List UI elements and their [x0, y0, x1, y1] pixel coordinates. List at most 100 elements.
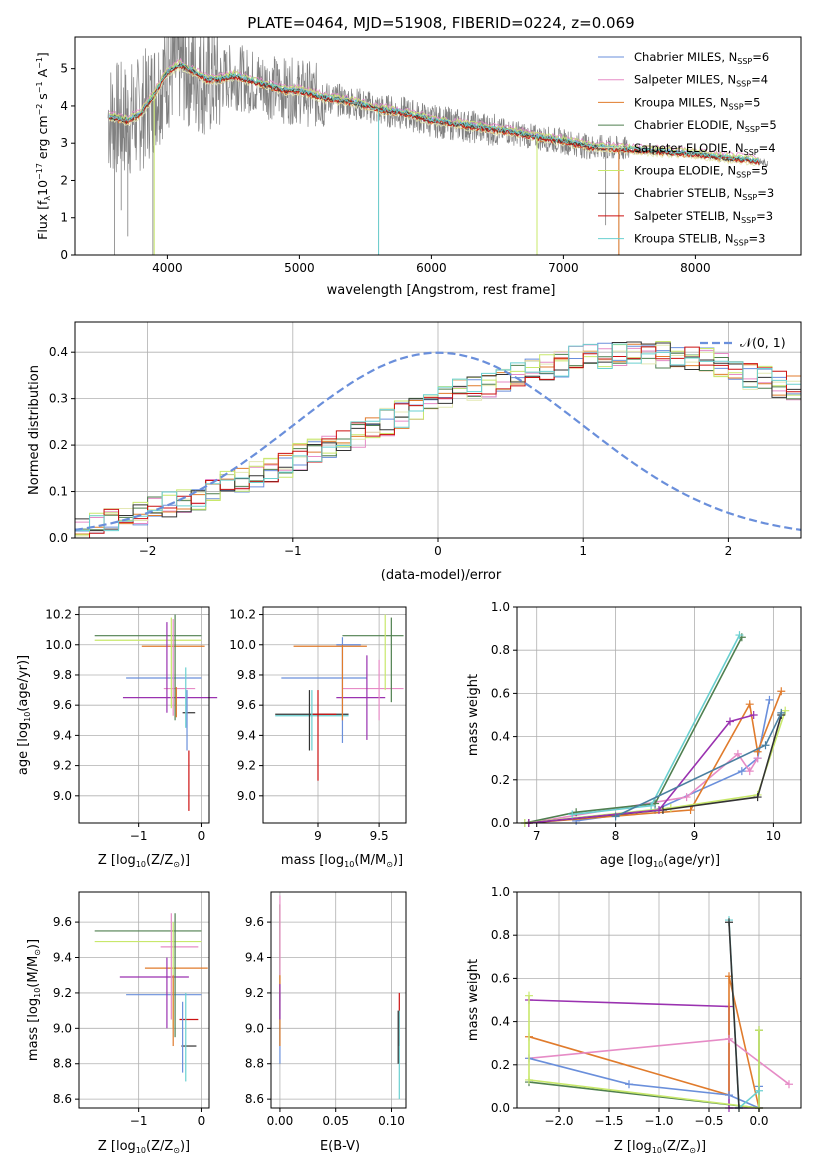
x-tick-label: 9 — [314, 829, 322, 843]
label-part: Z [log — [98, 853, 136, 868]
label-part: (Z/Z — [146, 853, 173, 868]
x-tick-label: 0.0 — [749, 1114, 768, 1128]
y-tick-label: 10.2 — [45, 608, 72, 622]
data-point — [737, 767, 746, 776]
label-part: =5 — [751, 164, 768, 178]
y-tick-label: 10.0 — [229, 638, 256, 652]
label-part: =3 — [749, 232, 766, 246]
y-tick-label: 10.0 — [45, 638, 72, 652]
y-tick-label: 8.6 — [245, 1092, 264, 1106]
y-tick-label: 0.4 — [491, 730, 510, 744]
x-tick-label: 0 — [198, 1114, 206, 1128]
data-point — [686, 806, 695, 815]
label-part: SSP — [744, 148, 759, 157]
label-part: −1 — [35, 81, 44, 93]
y-tick-label: 0.0 — [491, 1101, 510, 1115]
label-part: SSP — [736, 80, 751, 89]
label-part: (M/M — [26, 956, 41, 988]
axes-frame — [262, 606, 407, 824]
label-part: ⊙ — [689, 1146, 696, 1155]
label-part: )] — [393, 853, 403, 868]
label-part: mass [log — [26, 998, 41, 1061]
axes-frame — [78, 891, 210, 1109]
label-part: 10 — [23, 712, 32, 722]
legend-entry: Chabrier ELODIE, NSSP=5 — [634, 118, 777, 134]
data-point — [726, 717, 734, 726]
label-part: SSP — [737, 57, 752, 66]
label-part: 10 — [652, 1146, 662, 1155]
label-part: Kroupa ELODIE, N — [634, 164, 736, 178]
label-part: λ — [43, 196, 52, 201]
series-line — [572, 634, 741, 816]
y-tick-label: 10.2 — [229, 608, 256, 622]
y-axis-label: mass weight — [466, 674, 481, 756]
spectrum-plot-area — [107, 37, 769, 255]
data-point — [777, 708, 786, 717]
x-axis-label: wavelength [Angstrom, rest frame] — [327, 283, 556, 298]
label-part: 10 — [136, 1146, 146, 1155]
axes-frame — [270, 891, 407, 1109]
label-part: 10 — [344, 860, 354, 869]
legend-entry: Salpeter MILES, NSSP=4 — [634, 73, 768, 89]
label-part: SSP — [729, 102, 744, 111]
x-tick-label: 6000 — [416, 261, 447, 275]
series-line — [528, 976, 760, 1109]
label-part: (M/M — [354, 853, 386, 868]
label-part: ⊙ — [386, 860, 393, 869]
x-tick-label: −1 — [130, 1114, 148, 1128]
x-tick-label: 7 — [533, 829, 541, 843]
label-part: ] — [35, 52, 50, 57]
label-part: ⊙ — [173, 860, 180, 869]
x-tick-label: 0.10 — [378, 1114, 405, 1128]
label-part: Salpeter STELIB, N — [634, 209, 741, 223]
x-tick-label: 0 — [198, 829, 206, 843]
data-point — [733, 749, 742, 758]
y-tick-label: 0.8 — [491, 928, 510, 942]
data-point — [611, 812, 620, 821]
y-tick-label: 9.0 — [53, 789, 72, 803]
label-part: )] — [180, 853, 190, 868]
label-part: age [log — [16, 722, 31, 775]
label-part: Kroupa STELIB, N — [634, 232, 734, 246]
y-tick-label: 9.4 — [237, 728, 256, 742]
y-tick-label: 5 — [60, 62, 68, 76]
y-tick-label: 9.0 — [237, 789, 256, 803]
label-part: Chabrier ELODIE, N — [634, 118, 745, 132]
y-tick-label: 2 — [60, 173, 68, 187]
label-part: =4 — [751, 73, 768, 87]
y-tick-label: 0.1 — [49, 485, 68, 499]
label-part: ⊙ — [173, 1146, 180, 1155]
label-part: =3 — [757, 186, 774, 200]
errorbar-panel: 0.00 0.05 0.10 8.6 8.8 9.0 9.2 9.4 9.6 — [245, 891, 407, 1128]
label-part: (Z/Z — [146, 1139, 173, 1154]
x-tick-label: 8 — [612, 829, 620, 843]
series-line — [528, 995, 760, 1109]
label-part: SSP — [736, 171, 751, 180]
y-axis-label: mass weight — [466, 959, 481, 1041]
x-tick-label: 0.00 — [267, 1114, 294, 1128]
model-spectrum-line — [109, 63, 760, 163]
data-point — [525, 991, 533, 1000]
label-part: 10 — [136, 860, 146, 869]
y-tick-label: 0.2 — [491, 1058, 510, 1072]
label-part: 10 — [653, 860, 663, 869]
x-tick-label: −2.0 — [544, 1114, 573, 1128]
label-part: SSP — [742, 193, 757, 202]
histogram-step — [75, 343, 801, 538]
label-part: ⊙ — [33, 949, 42, 956]
x-axis-label: Z [log10(Z/Z⊙)] — [98, 853, 190, 869]
label-part: =4 — [759, 141, 776, 155]
data-point — [753, 793, 762, 802]
label-part: =6 — [752, 50, 769, 64]
x-tick-label: 2 — [725, 544, 733, 558]
y-tick-label: 9.6 — [53, 915, 72, 929]
errorbar-panel: −1 0 9.0 9.2 9.4 9.6 9.8 10.0 10.2 — [45, 606, 218, 843]
y-tick-label: 0.2 — [49, 438, 68, 452]
axes-frame — [74, 36, 802, 256]
x-axis-label: mass [log10(M/M⊙)] — [281, 853, 403, 869]
x-tick-label: 4000 — [152, 261, 183, 275]
data-point — [777, 687, 786, 696]
x-tick-label: 1 — [579, 544, 587, 558]
